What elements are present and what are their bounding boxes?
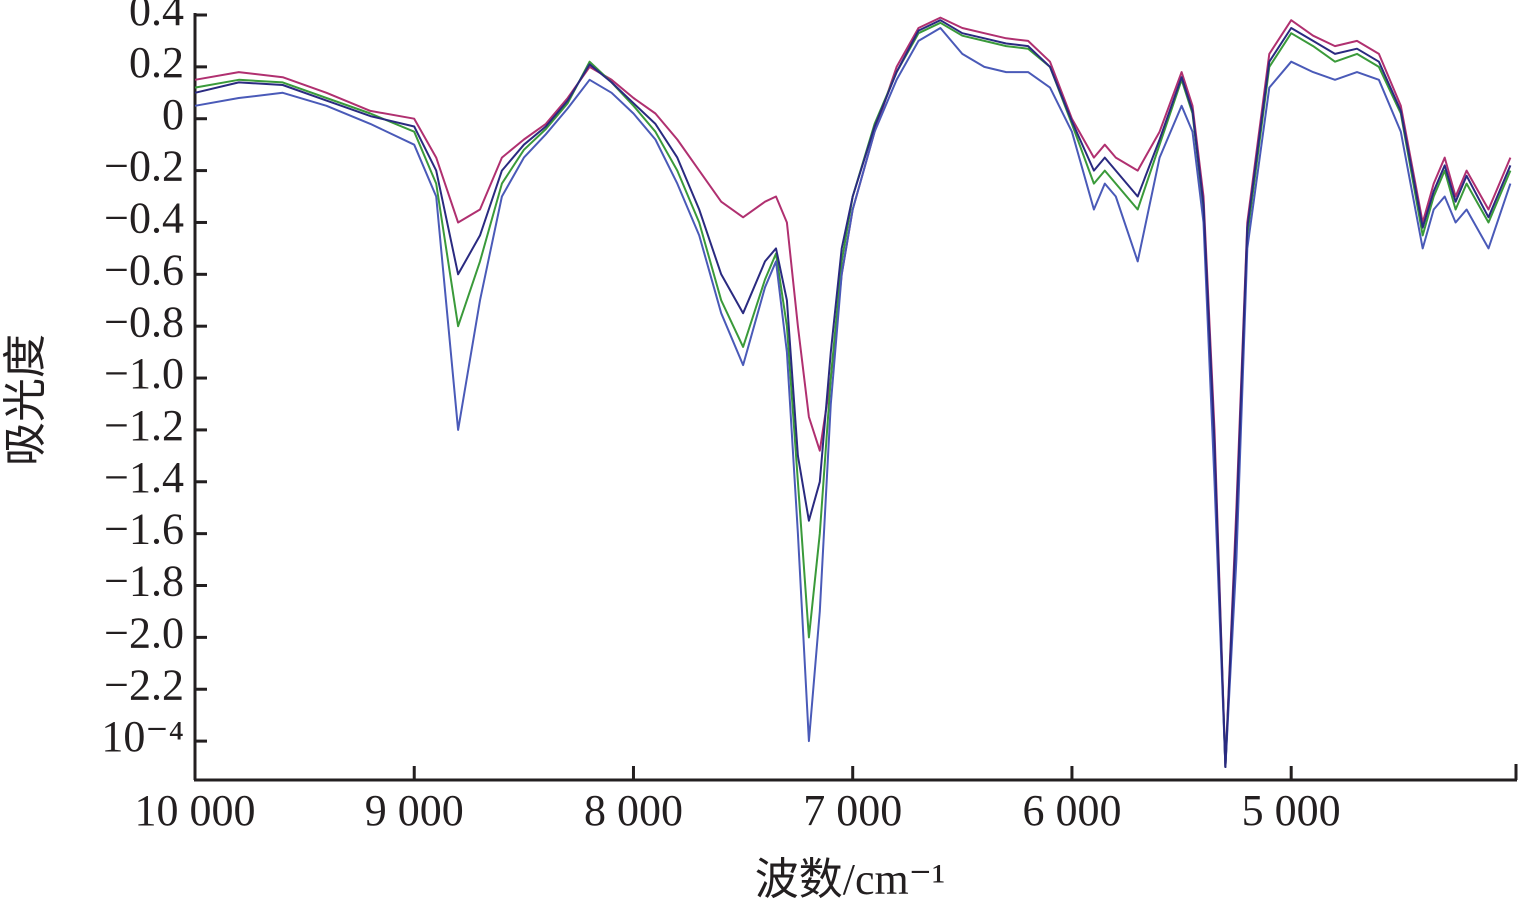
y-tick-label: −1.8 [104,557,184,606]
y-tick-label: −1.2 [104,401,184,450]
y-axis-label: 吸光度 [1,334,50,466]
x-tick-label: 10 000 [135,786,256,835]
y-tick-label: 0.4 [129,0,184,35]
y-tick-label: −2.0 [104,608,184,657]
y-tick-label: −1.4 [104,453,184,502]
x-tick-label: 5 000 [1242,786,1341,835]
y-tick-label: −1.6 [104,505,184,554]
y-tick-label: 0.2 [129,38,184,87]
y-tick-label: 10⁻⁴ [101,712,184,761]
y-tick-label: −1.0 [104,349,184,398]
y-tick-label: −0.6 [104,245,184,294]
y-tick-label: −2.2 [104,660,184,709]
spectrum-line [194,19,1512,768]
y-tick-label: −0.8 [104,297,184,346]
x-tick-label: 8 000 [584,786,683,835]
spectrum-line [194,27,1512,768]
y-tick-label: −0.2 [104,142,184,191]
x-axis-label: 波数/cm⁻¹ [755,855,945,904]
spectrum-line [194,21,1512,768]
x-tick-label: 9 000 [365,786,464,835]
y-tick-label: −0.4 [104,194,184,243]
x-tick-label: 7 000 [803,786,902,835]
spectrum-line [194,16,1512,768]
x-tick-label: 6 000 [1022,786,1121,835]
y-tick-label: 0 [162,90,184,139]
